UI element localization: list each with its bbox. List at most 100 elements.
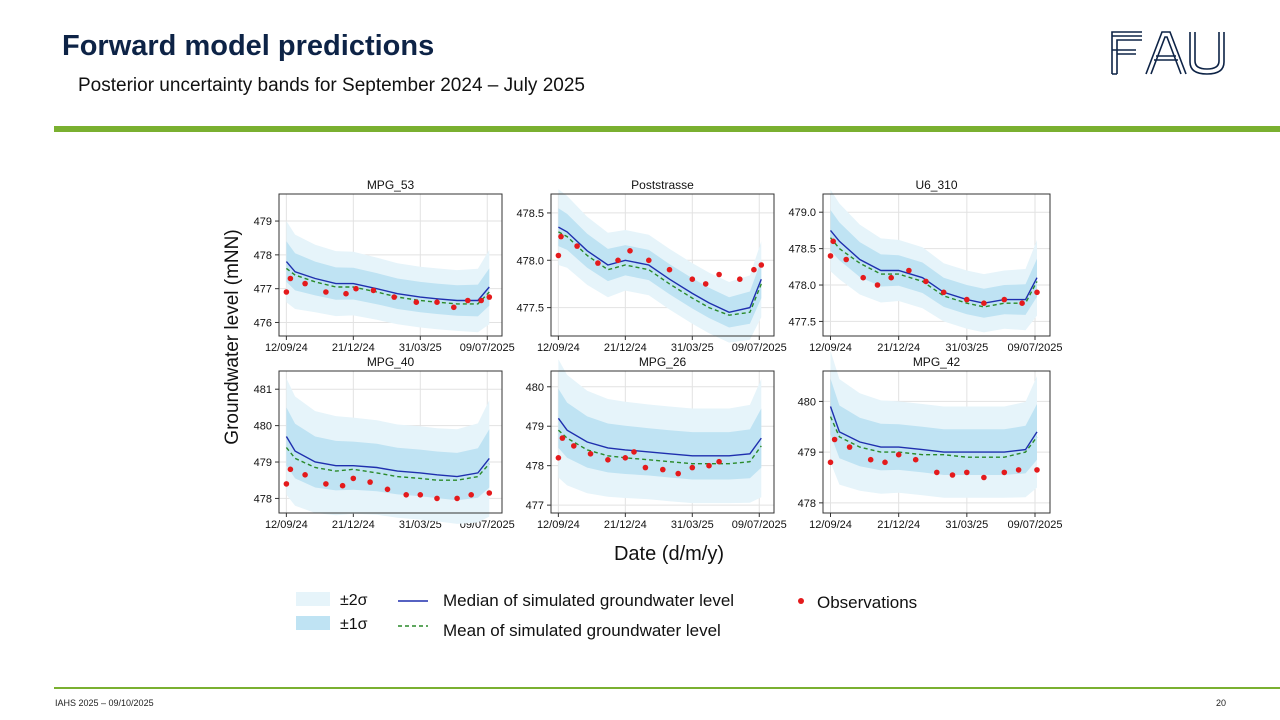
panel-title: MPG_53: [367, 178, 415, 192]
series-median-line: [285, 436, 490, 478]
chart-panel: 477.5 478.0 478.5 479.0 12/09/24 21/12/24 31/0…: [788, 178, 1062, 354]
axes-frame: [822, 193, 1051, 337]
observation-point: [964, 296, 970, 303]
observation-point: [906, 267, 912, 274]
y-tick-label: 479: [254, 216, 272, 228]
observation-point: [595, 260, 601, 266]
series-median-line: [829, 406, 1038, 453]
observation-point: [831, 436, 838, 443]
y-tick-label: 479: [798, 447, 816, 459]
y-tick-label: 477: [526, 500, 544, 512]
x-tick-label: 31/03/25: [399, 519, 442, 531]
axes-frame: [278, 370, 503, 514]
observation-point: [434, 299, 440, 306]
y-tick-label: 478: [526, 461, 544, 473]
observation-point: [451, 304, 457, 311]
observation-point: [622, 455, 629, 461]
observation-point: [283, 289, 290, 295]
chart-panel: 477.5 478.0 478.5 12/09/24 21/12/24 31/03/25 0…: [516, 178, 786, 354]
y-tick-label: 478: [254, 250, 272, 262]
y-tick-label: 478.5: [788, 244, 816, 256]
legend-label-observations: Observations: [817, 593, 917, 612]
observation-point: [343, 290, 349, 297]
y-tick-label: 480: [526, 382, 544, 394]
observation-point: [287, 275, 294, 282]
chart-panel: 476 477 478 479 12/09/24 21/12/24 31/03/25 09/0…: [254, 178, 515, 354]
band-1sigma: [558, 388, 762, 480]
y-tick-label: 479: [254, 457, 272, 469]
observation-point: [689, 276, 696, 283]
observation-point: [323, 481, 329, 487]
series-median-line: [829, 229, 1038, 304]
observation-point: [675, 470, 681, 477]
series-mean-line: [829, 237, 1038, 308]
legend-label-1sigma: ±1σ: [340, 616, 368, 633]
x-tick-label: 09/07/2025: [732, 519, 787, 531]
observation-point: [666, 266, 673, 273]
y-tick-label: 481: [254, 384, 272, 396]
legend-label-mean: Mean of simulated groundwater level: [443, 621, 721, 640]
panel-title: MPG_26: [639, 355, 687, 369]
observation-point: [391, 294, 398, 300]
x-tick-label: 21/12/24: [332, 519, 375, 531]
x-tick-label: 31/03/25: [399, 342, 442, 354]
observation-point: [751, 266, 757, 273]
observation-point: [867, 456, 874, 463]
legend-label-2sigma: ±2σ: [340, 592, 368, 609]
y-tick-label: 478.0: [788, 280, 816, 292]
observation-point: [587, 451, 594, 457]
series-median-line: [285, 261, 490, 302]
x-tick-label: 12/09/24: [537, 519, 580, 531]
x-tick-label: 21/12/24: [332, 342, 375, 354]
observation-point: [574, 243, 580, 249]
observation-point: [689, 464, 696, 471]
observation-point: [895, 451, 902, 458]
observation-point: [615, 257, 621, 264]
x-tick-label: 09/07/2025: [1007, 342, 1062, 354]
observation-point: [888, 274, 894, 281]
y-tick-label: 480: [798, 396, 816, 408]
panel-title: MPG_40: [367, 355, 415, 369]
observation-point: [830, 238, 836, 245]
observation-point: [571, 443, 577, 449]
observation-point: [827, 459, 834, 466]
observation-point: [702, 281, 709, 287]
observation-point: [716, 271, 722, 278]
observation-point: [716, 458, 722, 465]
observation-point: [940, 289, 947, 296]
footer-conference: IAHS 2025 – 09/10/2025: [55, 698, 154, 708]
observation-point: [339, 482, 346, 489]
observation-point: [706, 462, 712, 469]
x-tick-label: 21/12/24: [877, 342, 920, 354]
series-mean-line: [285, 267, 490, 305]
series-mean-line: [285, 447, 490, 481]
panel-title: Poststrasse: [631, 178, 694, 192]
observation-point: [964, 469, 970, 476]
chart-panel: 478 479 480 12/09/24 21/12/24 31/03/25 09/07/2…: [798, 350, 1063, 531]
observation-point: [323, 289, 329, 295]
observation-point: [981, 300, 987, 307]
band-1sigma: [830, 210, 1037, 318]
x-tick-label: 09/07/2025: [1007, 519, 1062, 531]
series-median-line: [557, 417, 762, 457]
observation-point: [860, 274, 866, 281]
series-median-line: [558, 226, 762, 314]
legend-label-median: Median of simulated groundwater level: [443, 591, 734, 610]
y-axis-label: Groundwater level (mNN): [222, 229, 243, 444]
y-tick-label: 478.5: [516, 208, 544, 220]
slide-title: Forward model predictions: [62, 30, 435, 62]
observation-point: [287, 466, 294, 473]
y-tick-label: 478: [798, 498, 816, 510]
y-tick-label: 478: [254, 493, 272, 505]
band-1sigma: [286, 407, 490, 501]
observation-point: [949, 472, 956, 478]
observation-point: [417, 492, 424, 498]
x-tick-label: 21/12/24: [877, 519, 920, 531]
x-tick-label: 12/09/24: [537, 342, 580, 354]
x-tick-label: 12/09/24: [809, 519, 852, 531]
observation-point: [555, 252, 562, 259]
observation-point: [1001, 296, 1008, 303]
x-axis-label: Date (d/m/y): [614, 543, 724, 565]
